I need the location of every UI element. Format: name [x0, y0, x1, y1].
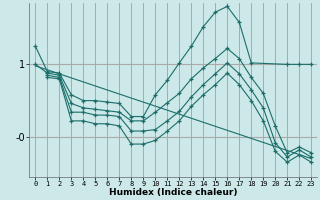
X-axis label: Humidex (Indice chaleur): Humidex (Indice chaleur) [109, 188, 237, 197]
